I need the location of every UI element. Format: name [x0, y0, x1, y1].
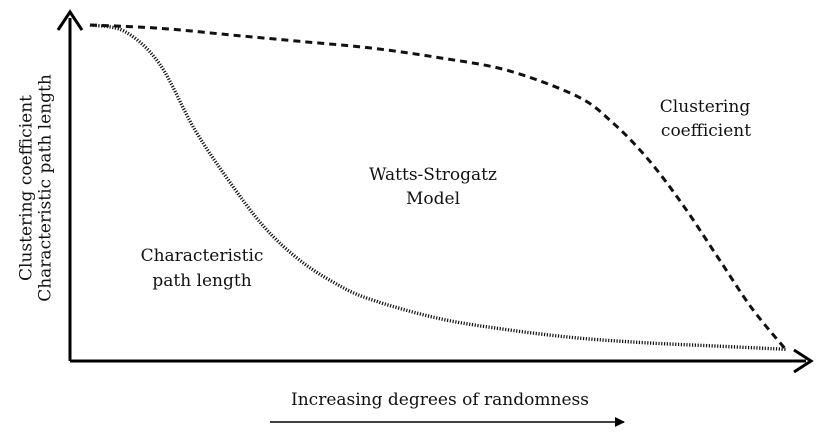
series-label-clustering-line-1: Clustering [660, 97, 751, 117]
center-annotation-line-2: Model [406, 189, 460, 209]
y-axis-label-line-1: Clustering coefficient [17, 95, 37, 281]
center-annotation-line-1: Watts-Strogatz [369, 165, 497, 185]
series-line-characteristic-path-length [89, 23, 788, 352]
series-label-path-length-line-2: path length [152, 271, 251, 291]
series-label-clustering-line-2: coefficient [661, 121, 751, 141]
y-axis-arrow-icon [56, 9, 84, 31]
x-axis-label: Increasing degrees of randomness [291, 390, 589, 410]
series-line-clustering-coefficient [89, 23, 789, 352]
x-axis-arrow-icon [793, 348, 814, 374]
series-label-path-length-line-1: Characteristic [141, 246, 264, 266]
y-axis-label-line-2: Characteristic path length [36, 74, 56, 302]
